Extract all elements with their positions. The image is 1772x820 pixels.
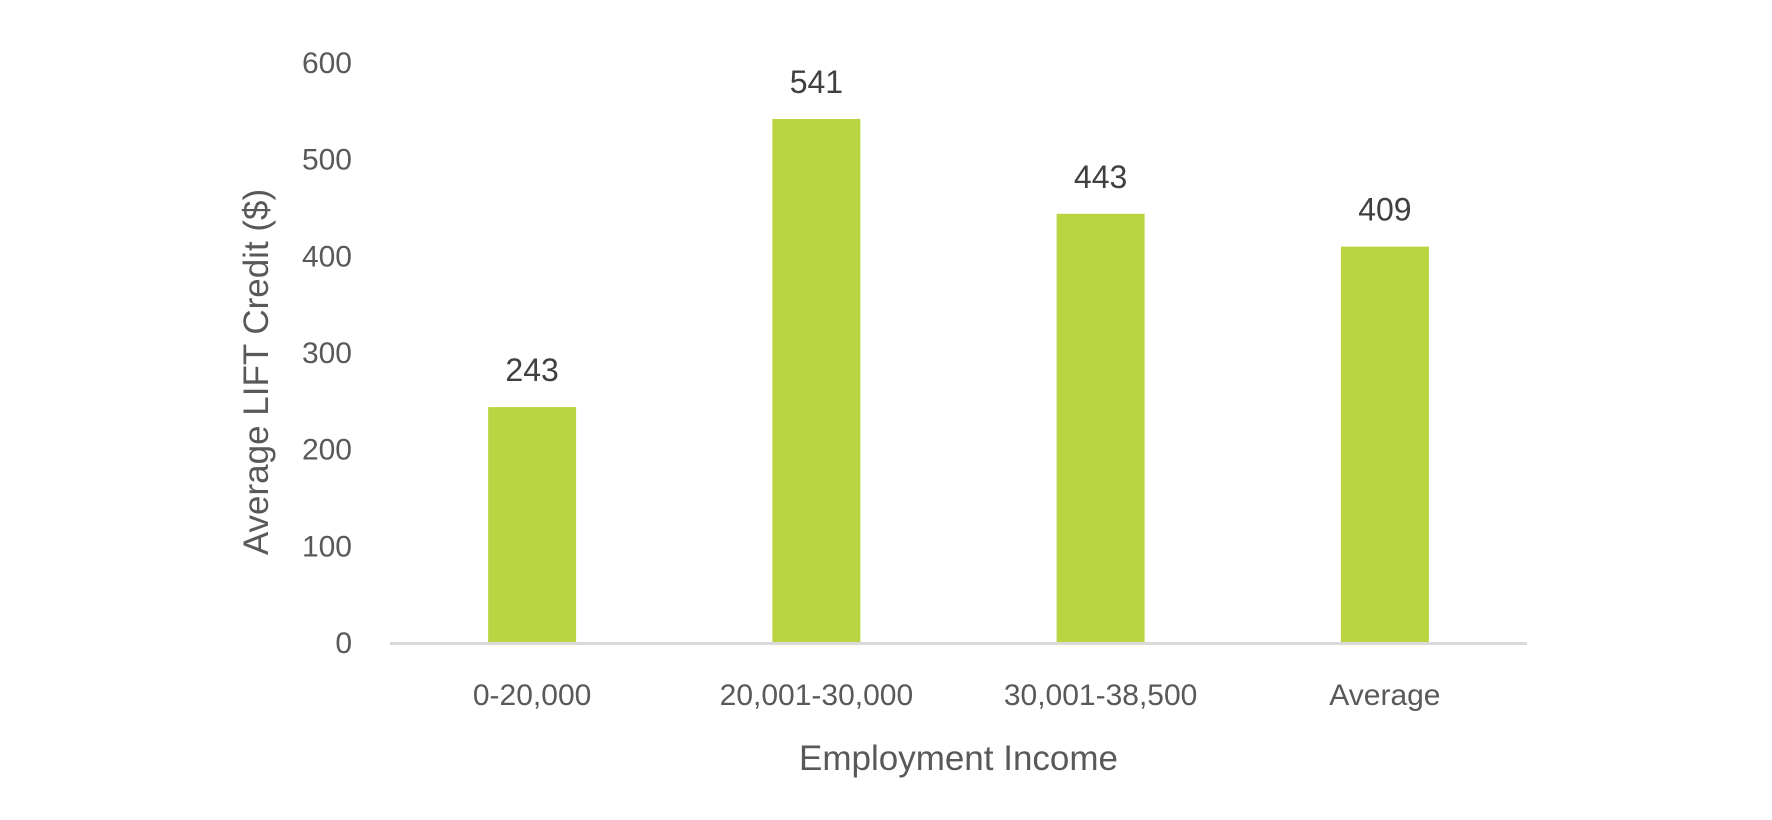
data-labels-layer: 243 541 443 409	[505, 64, 1411, 388]
x-axis-title: Employment Income	[799, 739, 1118, 778]
x-tick-label: Average	[1329, 679, 1440, 712]
x-tick-label: 0-20,000	[473, 679, 591, 712]
y-tick-label: 0	[335, 627, 352, 660]
y-axis-title: Average LIFT Credit ($)	[237, 189, 276, 555]
bar-2	[1056, 213, 1145, 643]
data-label-0: 243	[505, 352, 558, 388]
bar-0	[488, 407, 577, 642]
y-tick-label: 200	[302, 434, 352, 467]
y-tick-label: 300	[302, 337, 352, 370]
y-tick-label: 400	[302, 240, 352, 273]
bars-layer	[488, 119, 1429, 643]
x-tick-label: 20,001-30,000	[720, 679, 914, 712]
data-label-2: 443	[1074, 159, 1127, 195]
y-tick-label: 600	[302, 47, 352, 80]
data-label-1: 541	[790, 64, 843, 100]
bar-1	[772, 119, 861, 642]
y-axis-ticks: 0 100 200 300 400 500 600	[302, 47, 352, 660]
y-tick-label: 100	[302, 530, 352, 563]
bar-3	[1340, 246, 1429, 642]
data-label-3: 409	[1358, 192, 1411, 228]
y-tick-label: 500	[302, 144, 352, 177]
x-axis-ticks: 0-20,000 20,001-30,000 30,001-38,500 Averag…	[473, 679, 1441, 712]
x-tick-label: 30,001-38,500	[1004, 679, 1198, 712]
